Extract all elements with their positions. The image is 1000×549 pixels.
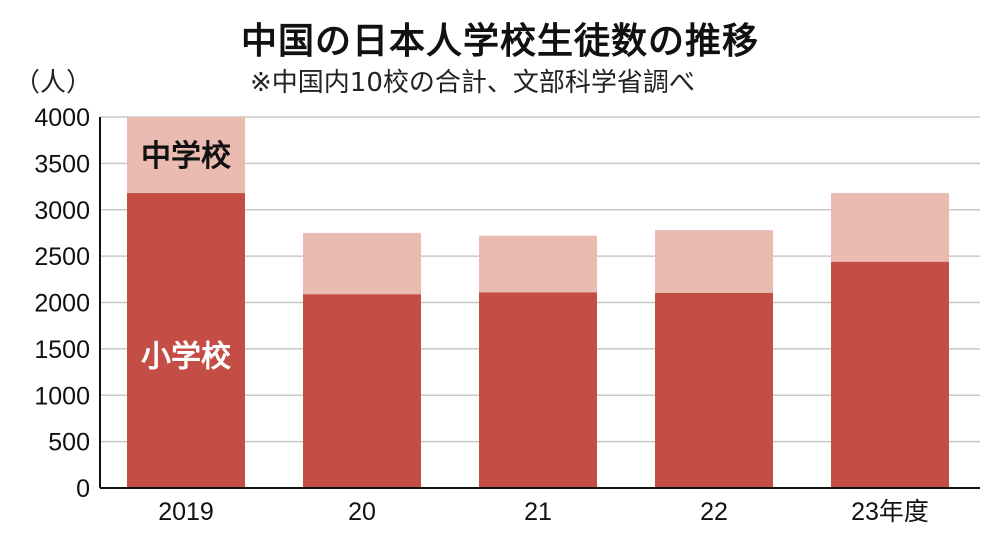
bar-middle [303, 232, 421, 295]
y-tick-label: 500 [48, 429, 90, 457]
segment-label-middle: 中学校 [141, 139, 231, 174]
y-tick-label: 3000 [34, 197, 90, 225]
x-tick-label: 23年度 [851, 498, 929, 526]
chart-title: 中国の日本人学校生徒数の推移 [240, 21, 759, 62]
bar-elementary [655, 292, 773, 488]
x-axis-ticks: 2019 20 21 22 23年度 [158, 498, 929, 526]
y-axis-ticks: 0 500 1000 1500 2000 2500 3000 3500 4000 [34, 104, 90, 503]
x-tick-label: 22 [700, 498, 728, 526]
y-tick-label: 2000 [34, 290, 90, 318]
segment-label-elementary: 小学校 [141, 339, 231, 374]
bar-middle [479, 235, 597, 293]
bar-elementary [127, 193, 245, 488]
x-tick-label: 21 [524, 498, 552, 526]
y-tick-label: 1500 [34, 336, 90, 364]
bar-middle [831, 193, 949, 262]
bars [127, 117, 949, 488]
y-tick-label: 0 [76, 475, 90, 503]
bar-middle [655, 230, 773, 293]
y-tick-label: 1000 [34, 382, 90, 410]
bar-elementary [303, 294, 421, 488]
x-tick-label: 20 [348, 498, 376, 526]
y-tick-label: 3500 [34, 150, 90, 178]
x-tick-label: 2019 [158, 498, 214, 526]
y-axis-unit: （人） [14, 68, 93, 98]
y-tick-label: 2500 [34, 243, 90, 271]
bar-elementary [831, 261, 949, 488]
chart-subtitle: ※中国内10校の合計、文部科学省調べ [250, 68, 695, 98]
bar-elementary [479, 292, 597, 488]
y-tick-label: 4000 [34, 104, 90, 132]
bar-middle [127, 117, 245, 194]
